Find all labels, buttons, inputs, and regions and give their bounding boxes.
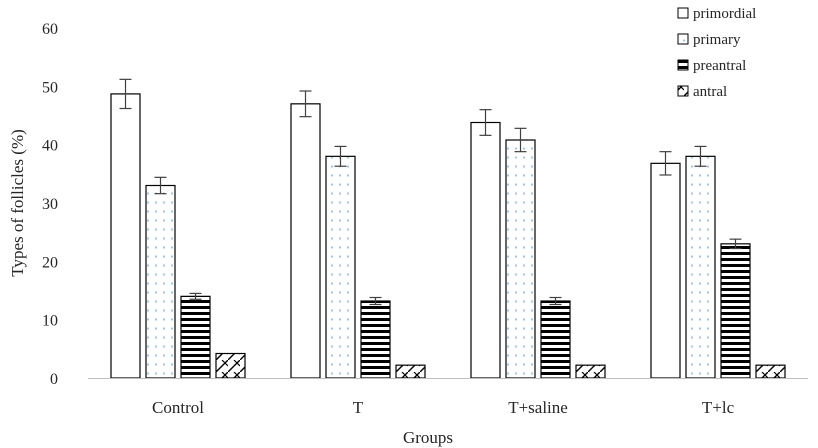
y-axis-title: Types of follicles (%) <box>8 129 27 277</box>
legend-swatch <box>677 7 689 19</box>
y-tick-label: 30 <box>42 196 58 213</box>
legend: primordial primary preantral antral <box>677 6 756 100</box>
legend-item-primordial: primordial <box>677 6 756 22</box>
error-bar-primordial-t-lc <box>659 151 672 176</box>
y-axis-tick-labels: 0 10 20 30 40 50 60 <box>42 21 58 388</box>
y-tick-label: 0 <box>50 371 58 388</box>
bar-preantral-t-saline <box>540 300 571 379</box>
legend-label: preantral <box>693 58 746 74</box>
error-bar-preantral-t-saline <box>549 296 562 306</box>
x-category-label: Control <box>152 398 204 417</box>
bar-primordial-control <box>110 93 141 379</box>
legend-label: antral <box>693 84 727 100</box>
bar-primordial-t <box>290 103 321 379</box>
legend-label: primordial <box>693 6 756 22</box>
bars <box>110 93 786 379</box>
bar-primordial-t-saline <box>470 121 501 379</box>
legend-item-primary: primary <box>677 32 741 48</box>
bar-preantral-control <box>180 295 211 379</box>
y-tick-label: 20 <box>42 254 58 271</box>
error-bar-primary-control <box>154 176 167 195</box>
error-bar-primary-t-lc <box>694 145 707 167</box>
x-category-label: T <box>353 398 364 417</box>
bar-antral-t <box>395 364 426 379</box>
error-bar-primordial-control <box>119 78 132 110</box>
legend-label: primary <box>693 32 741 48</box>
y-tick-label: 60 <box>42 21 58 38</box>
bar-antral-t-saline <box>575 364 606 379</box>
y-tick-label: 10 <box>42 313 58 330</box>
legend-swatch <box>677 33 689 45</box>
bar-primary-t-lc <box>685 155 716 379</box>
error-bar-preantral-t <box>369 296 382 306</box>
error-bar-preantral-control <box>189 292 202 300</box>
legend-item-preantral: preantral <box>677 58 746 74</box>
bar-preantral-t <box>360 300 391 379</box>
legend-swatch <box>677 85 689 97</box>
y-tick-label: 40 <box>42 138 58 155</box>
x-axis-category-labels: Control T T+saline T+lc <box>152 398 735 417</box>
bar-primary-t <box>325 155 356 379</box>
error-bar-primary-t-saline <box>514 127 527 153</box>
x-axis-title: Groups <box>403 428 453 447</box>
x-category-label: T+lc <box>702 398 735 417</box>
legend-swatch <box>677 59 689 71</box>
bar-primordial-t-lc <box>650 162 681 379</box>
error-bars <box>119 78 742 306</box>
x-category-label: T+saline <box>508 398 568 417</box>
y-tick-label: 50 <box>42 79 58 96</box>
bar-antral-t-lc <box>755 364 786 379</box>
error-bar-primary-t <box>334 145 347 167</box>
error-bar-primordial-t-saline <box>479 109 492 136</box>
error-bar-preantral-t-lc <box>729 238 742 250</box>
bar-preantral-t-lc <box>720 243 751 379</box>
bar-antral-control <box>215 352 246 379</box>
bar-primary-t-saline <box>505 139 536 379</box>
error-bar-primordial-t <box>299 90 312 118</box>
bar-primary-control <box>145 184 176 379</box>
legend-item-antral: antral <box>677 84 727 100</box>
